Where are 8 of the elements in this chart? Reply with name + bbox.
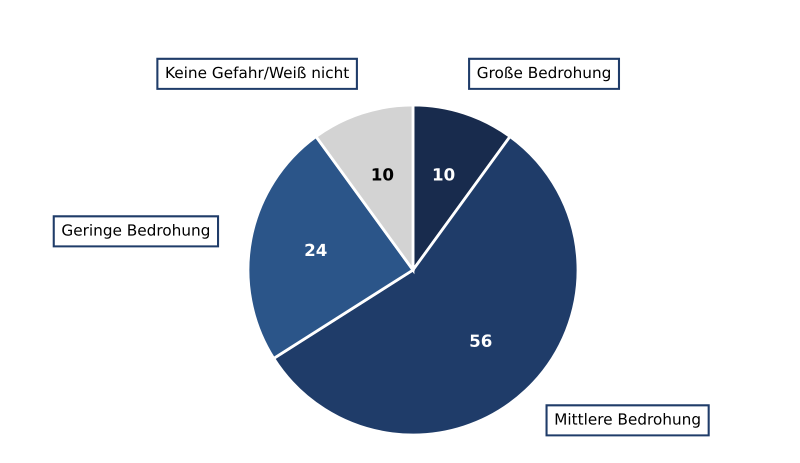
data-label: 56 [470, 334, 492, 348]
slice-label: Keine Gefahr/Weiß nicht [166, 66, 349, 80]
data-label: 10 [372, 168, 394, 181]
data-label: 10 [434, 168, 454, 181]
data-label: 24 [305, 244, 327, 256]
slice-label: Mittlere Bedrohung [556, 412, 700, 428]
slice-label: Große Bedrohung [478, 66, 610, 82]
slice-label: Geringe Bedrohung [62, 224, 210, 239]
